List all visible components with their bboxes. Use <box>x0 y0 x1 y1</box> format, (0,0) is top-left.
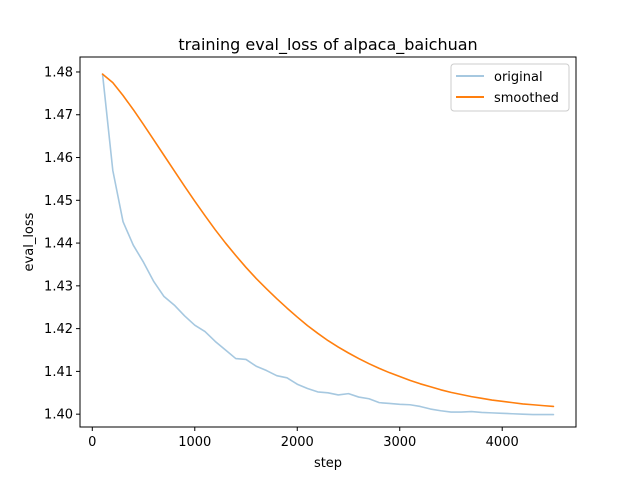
legend-label-original: original <box>494 70 543 85</box>
y-axis-label: eval_loss <box>22 212 37 271</box>
series-line-original <box>101 73 555 416</box>
x-tick-label: 4000 <box>486 435 519 450</box>
y-tick-label: 1.42 <box>44 322 73 337</box>
x-tick-label: 3000 <box>383 435 416 450</box>
x-axis-label: step <box>314 456 342 471</box>
series-layer <box>101 73 555 416</box>
y-tick-label: 1.48 <box>44 65 73 80</box>
x-tick-label: 1000 <box>178 435 211 450</box>
series-line-smoothed <box>101 73 555 408</box>
y-tick-label: 1.41 <box>44 365 73 380</box>
y-tick-label: 1.46 <box>44 151 73 166</box>
plot-area <box>79 56 577 428</box>
x-axis: 0 1000 2000 3000 4000 <box>88 427 519 450</box>
x-tick-label: 0 <box>88 435 96 450</box>
y-tick-label: 1.47 <box>44 108 73 123</box>
y-tick-label: 1.40 <box>44 408 73 423</box>
x-tick-label: 2000 <box>281 435 314 450</box>
y-tick-label: 1.43 <box>44 279 73 294</box>
y-tick-label: 1.44 <box>44 237 73 252</box>
legend: original smoothed <box>450 63 570 112</box>
chart-title: training eval_loss of alpaca_baichuan <box>178 35 477 55</box>
y-tick-label: 1.45 <box>44 194 73 209</box>
y-axis: 1.40 1.41 1.42 1.43 1.44 1.45 1.46 1.47 1.48 <box>44 65 80 423</box>
legend-label-smoothed: smoothed <box>494 91 559 106</box>
plot-frame <box>79 56 577 428</box>
